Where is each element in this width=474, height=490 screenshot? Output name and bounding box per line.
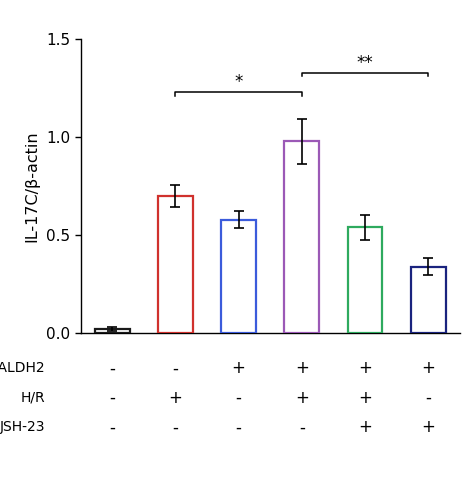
Text: +: + [358, 389, 372, 407]
Text: +: + [358, 418, 372, 436]
Text: -: - [299, 418, 305, 436]
Text: -: - [236, 389, 242, 407]
Text: H/R: H/R [20, 391, 45, 405]
Text: +: + [421, 360, 435, 377]
Bar [347, 227, 383, 333]
Text: +: + [358, 360, 372, 377]
Bar [158, 196, 193, 333]
Bar [411, 267, 446, 333]
Text: *: * [234, 73, 243, 91]
Y-axis label: IL-17C/β-actin: IL-17C/β-actin [24, 130, 39, 242]
Text: -: - [425, 389, 431, 407]
Text: +: + [232, 360, 246, 377]
Text: +: + [295, 389, 309, 407]
Text: +: + [421, 418, 435, 436]
Text: -: - [109, 418, 115, 436]
Text: +: + [168, 389, 182, 407]
Text: -: - [236, 418, 242, 436]
Bar [221, 220, 256, 333]
Text: **: ** [356, 53, 374, 72]
Text: -: - [109, 360, 115, 377]
Bar [284, 141, 319, 333]
Text: JSH-23: JSH-23 [0, 420, 45, 434]
Text: -: - [173, 418, 178, 436]
Text: +: + [295, 360, 309, 377]
Text: sh-ALDH2: sh-ALDH2 [0, 362, 45, 375]
Text: -: - [109, 389, 115, 407]
Bar [95, 329, 129, 333]
Text: -: - [173, 360, 178, 377]
